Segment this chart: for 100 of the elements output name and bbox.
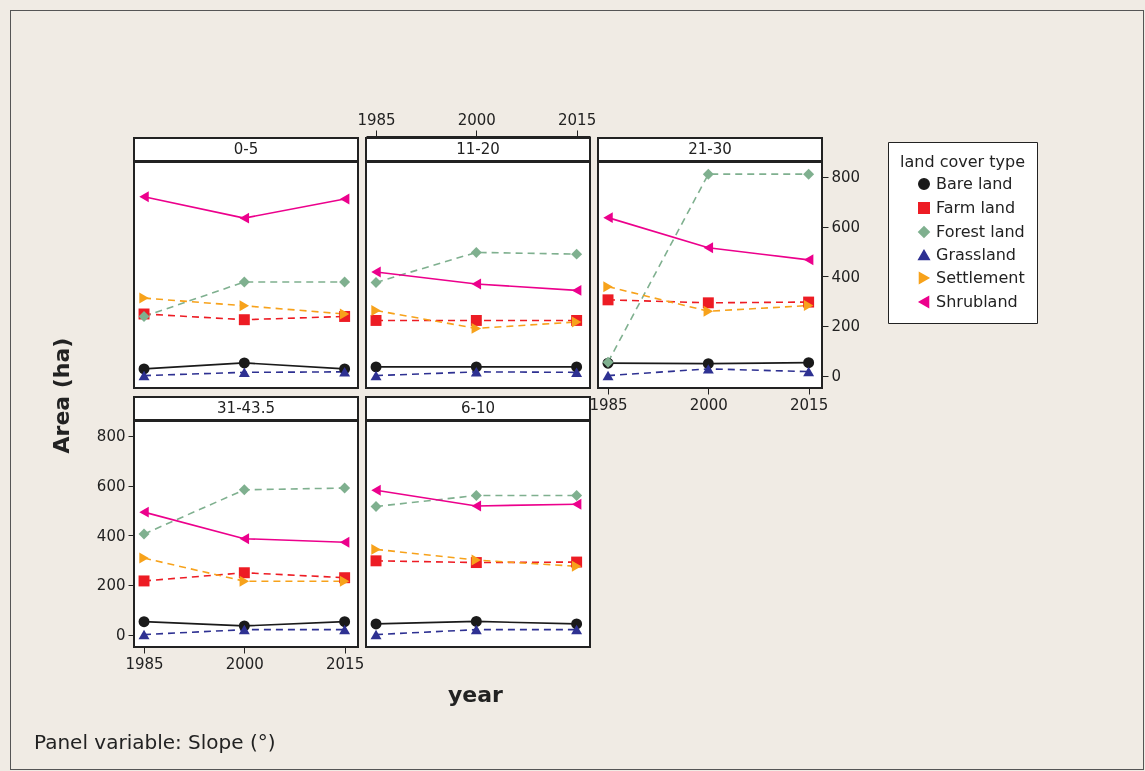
- point: [239, 575, 250, 587]
- point: [339, 367, 351, 377]
- point: [571, 367, 583, 378]
- x-axis-title: year: [448, 682, 503, 707]
- legend-title: land cover type: [900, 152, 1025, 171]
- point: [239, 533, 250, 545]
- point: [239, 212, 250, 224]
- point: [803, 168, 815, 180]
- point: [803, 300, 814, 312]
- chart-title: 11-20: [365, 137, 591, 162]
- point: [371, 266, 381, 278]
- point: [339, 193, 350, 205]
- y-tick-label: 200: [831, 317, 861, 336]
- point: [138, 616, 150, 628]
- legend-label: Forest land: [936, 222, 1025, 241]
- point: [571, 490, 583, 501]
- x-tick-label: 1985: [125, 654, 164, 673]
- point: [238, 484, 250, 496]
- point: [139, 292, 149, 304]
- point: [471, 322, 482, 334]
- legend-label: Farm land: [936, 198, 1016, 217]
- legend-label: Grassland: [936, 245, 1016, 264]
- x-tick-label: 1985: [589, 395, 628, 414]
- x-tick-label: 2015: [558, 110, 597, 129]
- point: [238, 367, 250, 378]
- point: [238, 357, 250, 369]
- point: [138, 575, 150, 587]
- point: [803, 366, 815, 377]
- point: [603, 212, 613, 224]
- legend-label: Bare land: [936, 174, 1013, 193]
- legend-label: Settlement: [936, 268, 1025, 287]
- point: [238, 276, 250, 288]
- point: [571, 624, 583, 635]
- point: [138, 370, 150, 381]
- point: [471, 500, 482, 512]
- chart-title: 31-43.5: [133, 396, 359, 421]
- point: [470, 490, 482, 501]
- point: [371, 543, 381, 555]
- point: [803, 254, 814, 266]
- point: [370, 618, 382, 630]
- point: [370, 314, 382, 326]
- y-tick-label: 200: [96, 576, 126, 595]
- y-tick-label: 0: [115, 626, 126, 645]
- point: [339, 276, 351, 288]
- x-tick-label: 2000: [689, 395, 728, 414]
- point: [371, 484, 381, 496]
- point: [370, 370, 382, 381]
- x-tick-label: 2015: [790, 395, 829, 414]
- y-tick-label: 400: [831, 267, 861, 286]
- point: [238, 314, 250, 326]
- x-tick-label: 1985: [357, 110, 396, 129]
- point: [571, 560, 582, 572]
- point: [471, 278, 482, 290]
- point: [470, 246, 482, 258]
- chart-title: 0-5: [133, 137, 359, 162]
- text: Panel variable: Slope (°): [34, 730, 276, 754]
- point: [603, 281, 613, 293]
- y-tick-label: 800: [831, 168, 861, 187]
- point: [803, 357, 815, 369]
- point: [470, 615, 482, 627]
- point: [571, 248, 583, 260]
- x-tick-label: 2000: [457, 110, 496, 129]
- point: [370, 500, 382, 512]
- point: [238, 567, 250, 579]
- y-tick-label: 600: [96, 477, 126, 496]
- y-tick-label: 0: [831, 367, 842, 386]
- chart-title: 6-10: [365, 396, 591, 421]
- point: [339, 482, 351, 494]
- point: [602, 370, 614, 381]
- point: [470, 314, 482, 326]
- point: [370, 361, 382, 373]
- y-axis-title: Area (ha): [48, 337, 74, 454]
- point: [139, 552, 149, 564]
- point: [370, 629, 382, 640]
- point: [571, 498, 582, 510]
- point: [371, 305, 381, 316]
- point: [139, 191, 149, 203]
- point: [138, 528, 150, 540]
- point: [339, 624, 351, 635]
- x-tick-label: 2015: [326, 654, 365, 673]
- legend-label: Shrubland: [936, 292, 1018, 311]
- chart-title: 21-30: [597, 137, 823, 162]
- point: [703, 305, 714, 317]
- point: [702, 297, 714, 309]
- point: [339, 616, 351, 628]
- point: [370, 555, 382, 567]
- x-tick-label: 2000: [225, 654, 264, 673]
- point: [238, 624, 250, 635]
- point: [702, 364, 714, 374]
- point: [370, 276, 382, 288]
- y-tick-label: 800: [96, 427, 126, 446]
- point: [602, 294, 614, 306]
- y-tick-label: 400: [96, 526, 126, 545]
- point: [139, 506, 149, 518]
- point: [339, 536, 350, 548]
- point: [703, 242, 714, 254]
- point: [138, 629, 150, 640]
- point: [702, 168, 714, 180]
- point: [470, 367, 482, 377]
- y-tick-label: 600: [831, 218, 861, 237]
